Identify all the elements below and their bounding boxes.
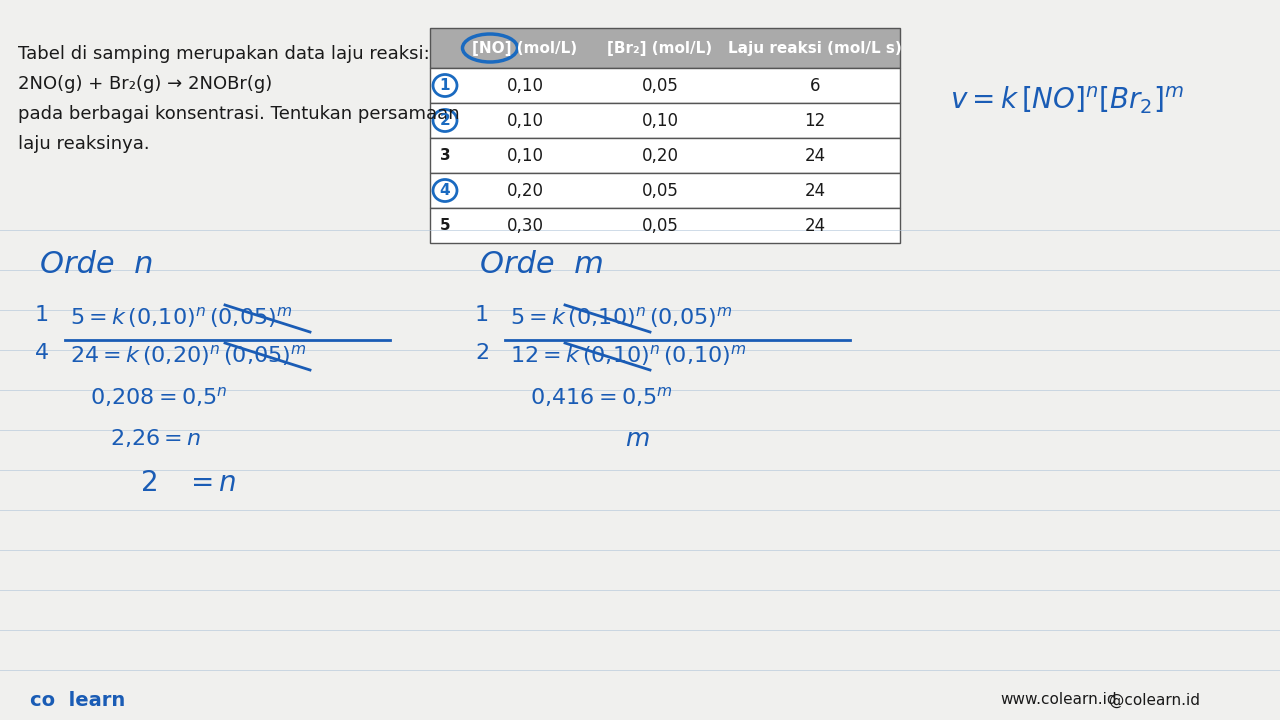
Text: $2{,}26 = n$: $2{,}26 = n$ [110,427,201,449]
Text: 5: 5 [440,218,451,233]
Text: 0,20: 0,20 [507,181,544,199]
Text: 24: 24 [804,146,826,164]
Text: 24: 24 [804,217,826,235]
Text: Tabel di samping merupakan data laju reaksi:: Tabel di samping merupakan data laju rea… [18,45,430,63]
Text: $m$: $m$ [625,427,650,451]
Text: $v = k\,[NO]^n[Br_2]^m$: $v = k\,[NO]^n[Br_2]^m$ [950,84,1184,116]
Text: 6: 6 [810,76,820,94]
Text: 1: 1 [440,78,451,93]
FancyBboxPatch shape [430,103,900,138]
Text: 1: 1 [475,305,489,325]
Text: $24 = k\,(0{,}20)^n\,(0{,}05)^m$: $24 = k\,(0{,}20)^n\,(0{,}05)^m$ [70,343,306,368]
FancyBboxPatch shape [430,208,900,243]
Text: 4: 4 [35,343,49,363]
Text: 0,05: 0,05 [641,181,678,199]
Text: 3: 3 [440,148,451,163]
Text: 0,20: 0,20 [641,146,678,164]
Text: 0,30: 0,30 [507,217,544,235]
Text: @colearn.id: @colearn.id [1108,693,1201,708]
Text: [Br₂] (mol/L): [Br₂] (mol/L) [608,40,713,55]
FancyBboxPatch shape [430,68,900,103]
Text: 1: 1 [35,305,49,325]
Text: $5 = k\,(0{,}10)^n\,(0{,}05)^m$: $5 = k\,(0{,}10)^n\,(0{,}05)^m$ [509,305,732,330]
Text: 0,10: 0,10 [507,112,544,130]
Text: 4: 4 [440,183,451,198]
Text: $2\quad = n$: $2\quad = n$ [140,469,237,497]
Text: [NO] (mol/L): [NO] (mol/L) [472,40,577,55]
Text: $0{,}416 = 0{,}5^m$: $0{,}416 = 0{,}5^m$ [530,385,673,409]
Text: pada berbagai konsentrasi. Tentukan persamaan: pada berbagai konsentrasi. Tentukan pers… [18,105,460,123]
Text: laju reaksinya.: laju reaksinya. [18,135,150,153]
Text: 0,10: 0,10 [507,76,544,94]
Text: 24: 24 [804,181,826,199]
Text: 0,10: 0,10 [641,112,678,130]
Text: 0,10: 0,10 [507,146,544,164]
Text: 12: 12 [804,112,826,130]
Text: 2: 2 [475,343,489,363]
Text: 2NO(g) + Br₂(g) → 2NOBr(g): 2NO(g) + Br₂(g) → 2NOBr(g) [18,75,273,93]
Text: Laju reaksi (mol/L s): Laju reaksi (mol/L s) [728,40,902,55]
FancyBboxPatch shape [430,28,900,68]
Text: $0{,}208 = 0{,}5^n$: $0{,}208 = 0{,}5^n$ [90,385,228,409]
Text: Orde  n: Orde n [40,250,154,279]
FancyBboxPatch shape [430,173,900,208]
Text: 2: 2 [439,113,451,128]
Text: $12 = k\,(0{,}10)^n\,(0{,}10)^m$: $12 = k\,(0{,}10)^n\,(0{,}10)^m$ [509,343,746,368]
FancyBboxPatch shape [430,138,900,173]
Text: 0,05: 0,05 [641,217,678,235]
Text: $5 = k\,(0{,}10)^n\,(0{,}05)^m$: $5 = k\,(0{,}10)^n\,(0{,}05)^m$ [70,305,292,330]
Text: Orde  m: Orde m [480,250,604,279]
Text: co  learn: co learn [29,690,125,709]
Text: 0,05: 0,05 [641,76,678,94]
Text: www.colearn.id: www.colearn.id [1000,693,1116,708]
